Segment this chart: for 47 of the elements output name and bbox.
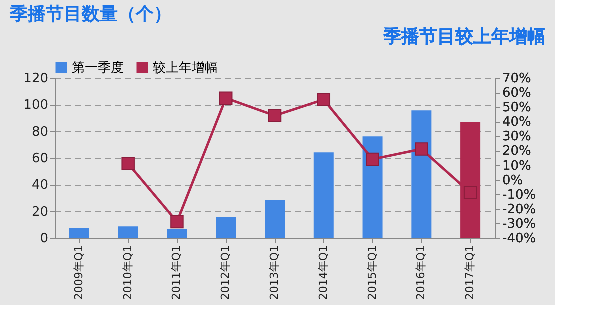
bar xyxy=(412,110,432,238)
point xyxy=(415,142,428,156)
y-tick-label: 40 xyxy=(32,178,48,194)
y2-tick-label: 70% xyxy=(502,72,532,86)
x-tick-label: 2016年Q1 xyxy=(414,246,428,300)
y2-tick-label: 50% xyxy=(502,100,532,116)
point xyxy=(219,92,233,105)
x-tick-label: 2010年Q1 xyxy=(121,246,134,300)
legend-label: 第一季度 xyxy=(72,60,124,76)
y2-tick-label: -20% xyxy=(502,202,536,218)
y2-tick-label: -30% xyxy=(502,216,536,232)
x-tick-label: 2009年Q1 xyxy=(72,246,86,300)
y2-tick-label: -40% xyxy=(502,232,536,246)
x-tick-label: 2013年Q1 xyxy=(268,246,281,300)
point xyxy=(317,93,331,106)
point xyxy=(122,157,135,170)
y-tick-label: 20 xyxy=(32,204,48,220)
y-tick-label: 0 xyxy=(40,232,48,246)
y-tick-label: 120 xyxy=(24,72,48,86)
point xyxy=(170,215,184,229)
y2-tick-label: -10% xyxy=(502,188,536,203)
x-tick-label: 2011年Q1 xyxy=(170,246,184,300)
y2-axis-title: 季播节目较上年增幅 xyxy=(382,26,546,48)
x-tick-label: 2017年Q1 xyxy=(464,246,477,300)
x-tick-label: 2012年Q1 xyxy=(219,246,232,300)
point xyxy=(464,186,478,200)
y2-tick-label: 10% xyxy=(502,158,532,174)
y2-tick-label: 60% xyxy=(502,86,532,102)
y-tick-label: 60 xyxy=(32,152,48,166)
y-tick-label: 80 xyxy=(32,124,48,140)
legend-label: 较上年增幅 xyxy=(153,60,218,76)
y2-tick-label: 30% xyxy=(502,130,532,145)
y2-tick-label: 0% xyxy=(502,173,524,188)
bar xyxy=(167,229,188,238)
point xyxy=(268,109,282,122)
y2-tick-label: 40% xyxy=(502,115,532,130)
y-tick-label: 100 xyxy=(24,98,48,114)
bar xyxy=(216,217,236,238)
x-tick-label: 2014年Q1 xyxy=(316,246,330,300)
y2-tick-label: 20% xyxy=(502,144,532,160)
chart-title: 季播节目数量（个） xyxy=(9,4,172,25)
bar xyxy=(265,200,285,238)
x-tick-label: 2015年Q1 xyxy=(366,246,379,300)
point xyxy=(366,152,380,166)
bar xyxy=(314,152,334,238)
bar xyxy=(69,228,90,238)
bar xyxy=(118,226,138,238)
